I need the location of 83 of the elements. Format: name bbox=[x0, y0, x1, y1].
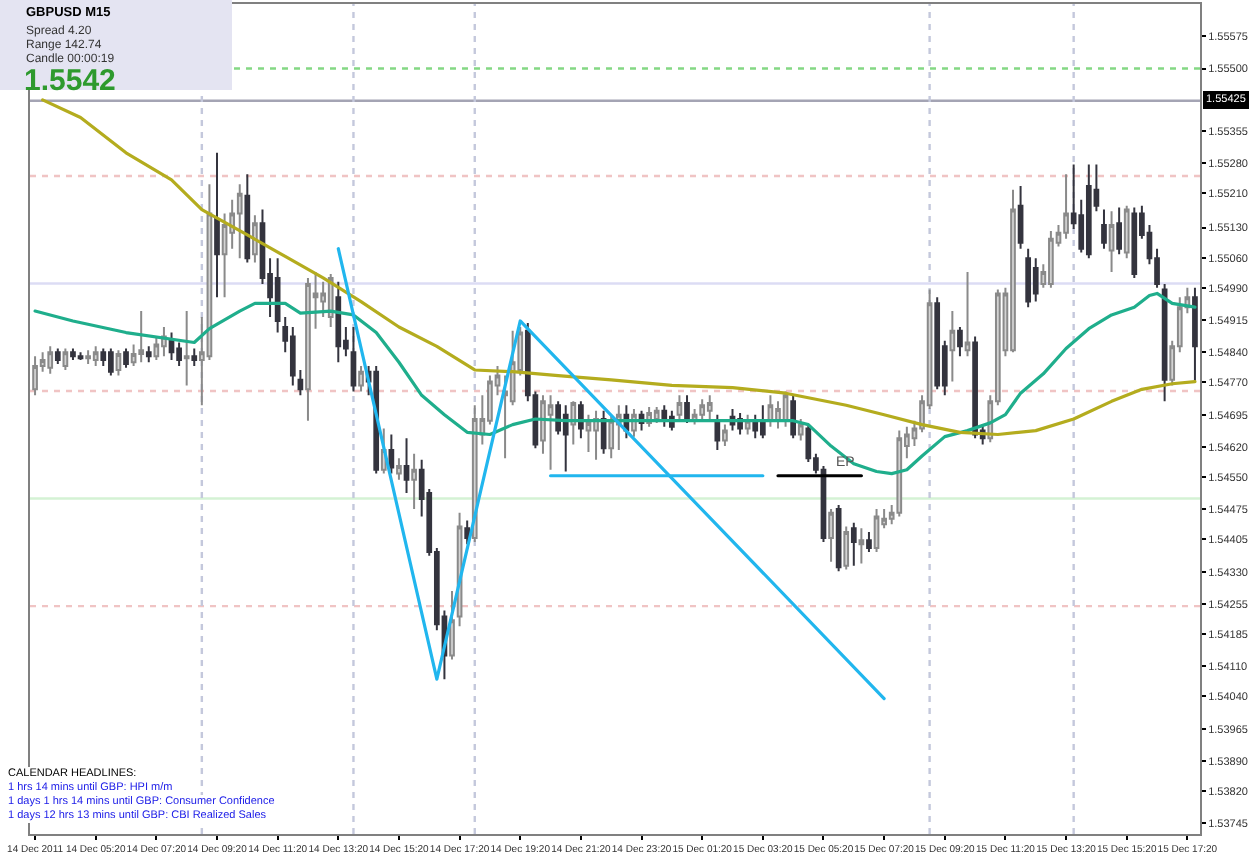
candlestick bbox=[1085, 163, 1092, 260]
candlestick bbox=[1192, 286, 1198, 383]
candlestick bbox=[153, 335, 160, 362]
candlestick bbox=[70, 347, 76, 362]
candlestick bbox=[835, 504, 842, 573]
candlestick bbox=[1116, 206, 1122, 256]
candlestick bbox=[138, 310, 145, 364]
candlestick bbox=[289, 325, 296, 387]
candlestick bbox=[714, 413, 721, 451]
candlestick bbox=[92, 345, 99, 368]
candlestick bbox=[77, 351, 84, 362]
candlestick bbox=[896, 429, 903, 518]
line-series bbox=[33, 291, 1197, 476]
candlestick bbox=[214, 151, 220, 299]
candlestick bbox=[828, 507, 834, 563]
candlestick bbox=[62, 347, 69, 371]
line-series bbox=[41, 98, 1197, 437]
candlestick bbox=[934, 296, 941, 391]
candlestick bbox=[752, 413, 759, 440]
line-series bbox=[336, 247, 886, 701]
candlestick bbox=[972, 335, 978, 440]
candlestick bbox=[957, 325, 963, 358]
candlestick bbox=[676, 394, 683, 420]
candlestick bbox=[706, 394, 713, 420]
candlestick bbox=[145, 345, 152, 364]
candlestick bbox=[767, 394, 774, 428]
candlestick bbox=[411, 452, 417, 510]
candlestick bbox=[252, 214, 258, 264]
candlestick bbox=[464, 519, 471, 546]
candlestick bbox=[949, 310, 956, 383]
candlestick bbox=[744, 413, 751, 436]
candlestick bbox=[335, 280, 342, 364]
candlestick bbox=[350, 325, 357, 393]
candlestick bbox=[183, 310, 190, 387]
candlestick bbox=[449, 590, 455, 661]
candlestick bbox=[176, 341, 182, 368]
candlestick bbox=[1048, 230, 1054, 289]
candlestick bbox=[396, 457, 402, 481]
candlestick bbox=[850, 521, 857, 567]
candlestick bbox=[790, 394, 797, 440]
candlestick bbox=[403, 437, 410, 494]
candlestick bbox=[100, 347, 107, 368]
candlestick bbox=[570, 400, 577, 446]
candlestick bbox=[388, 433, 395, 475]
candlestick bbox=[562, 404, 569, 473]
candlestick bbox=[653, 405, 660, 424]
candlestick bbox=[699, 398, 706, 420]
candlestick bbox=[866, 531, 872, 553]
candlestick bbox=[1025, 247, 1032, 309]
candlestick bbox=[1108, 210, 1115, 273]
candlestick bbox=[964, 270, 971, 358]
candlestick bbox=[1101, 208, 1107, 250]
candlestick bbox=[1123, 204, 1130, 260]
candlestick bbox=[123, 347, 129, 369]
candlestick bbox=[168, 331, 175, 362]
candlestick bbox=[608, 413, 615, 460]
candlestick bbox=[85, 349, 91, 365]
candlestick bbox=[858, 527, 865, 565]
annotation: 1.5542 bbox=[24, 64, 116, 98]
candlestick bbox=[244, 173, 251, 264]
candlestick bbox=[1017, 184, 1024, 250]
candlestick bbox=[547, 394, 554, 471]
candlestick bbox=[797, 418, 804, 442]
candlestick bbox=[358, 365, 364, 393]
candlestick bbox=[54, 347, 61, 365]
candlestick bbox=[578, 400, 584, 440]
candlestick bbox=[1032, 257, 1039, 303]
candlestick bbox=[593, 409, 599, 461]
candlestick bbox=[759, 404, 766, 440]
candlestick bbox=[115, 349, 122, 377]
candlestick bbox=[1063, 173, 1069, 240]
candlestick bbox=[1131, 206, 1138, 279]
candlestick bbox=[191, 347, 198, 368]
candlestick bbox=[1010, 188, 1016, 354]
candlestick bbox=[722, 423, 728, 448]
candlestick bbox=[684, 394, 690, 422]
candlestick bbox=[108, 347, 114, 377]
candlestick bbox=[585, 413, 592, 454]
candlestick bbox=[47, 345, 54, 375]
candlestick bbox=[843, 525, 850, 571]
candlestick bbox=[873, 507, 880, 553]
candlestick bbox=[236, 183, 243, 260]
candlestick bbox=[305, 276, 311, 422]
